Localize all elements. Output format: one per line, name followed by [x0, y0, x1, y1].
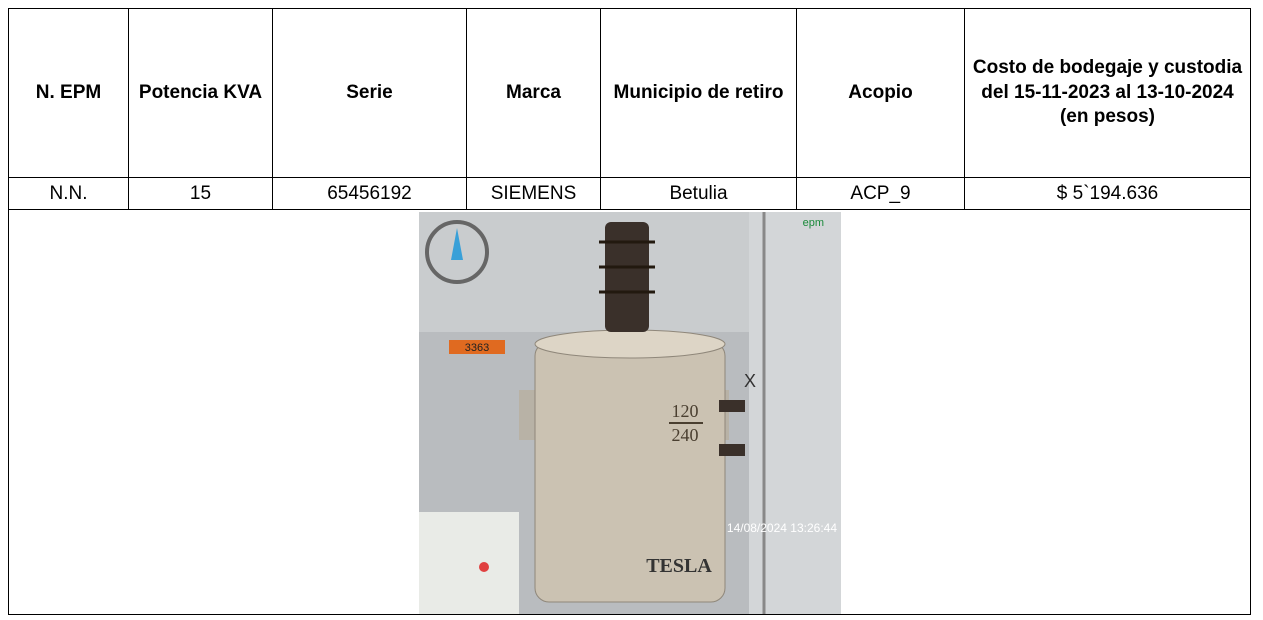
header-cell: Potencia KVA: [128, 8, 273, 178]
photo-row: 3363 epm X 120 240 TESLA 14/08/2024 13:2…: [8, 209, 1251, 615]
cell: N.N.: [8, 177, 129, 210]
lv-bushing: [718, 444, 745, 456]
bracket: [518, 390, 539, 440]
map-inset: [418, 512, 519, 614]
voltage-bottom: 240: [671, 425, 698, 445]
bushing: [604, 222, 649, 332]
header-cell: Municipio de retiro: [600, 8, 797, 178]
photo-cell: 3363 epm X 120 240 TESLA 14/08/2024 13:2…: [8, 209, 1251, 615]
compass-needle: [450, 228, 463, 260]
photo-mark: X: [744, 371, 756, 391]
cell: 65456192: [272, 177, 467, 210]
photo-logo: epm: [802, 217, 823, 229]
header-cell: N. EPM: [8, 8, 129, 178]
photo-brand: TESLA: [646, 555, 712, 577]
compass: [424, 220, 489, 284]
lv-bushing: [718, 400, 745, 412]
map-pin: [478, 562, 489, 572]
cell: $ 5`194.636: [964, 177, 1251, 210]
header-row: N. EPM Potencia KVA Serie Marca Municipi…: [8, 8, 1251, 178]
tank-lid: [534, 329, 725, 359]
tag: [448, 340, 505, 354]
data-table: N. EPM Potencia KVA Serie Marca Municipi…: [8, 8, 1251, 615]
cell: ACP_9: [796, 177, 965, 210]
header-cell: Costo de bodegaje y custodia del 15-11-2…: [964, 8, 1251, 178]
cell: Betulia: [600, 177, 797, 210]
cell: 15: [128, 177, 273, 210]
cell: SIEMENS: [466, 177, 601, 210]
data-row: N.N. 15 65456192 SIEMENS Betulia ACP_9 $…: [8, 177, 1251, 210]
tag-text: 3363: [464, 342, 488, 354]
bushing-sheds: [598, 240, 655, 294]
photo-timestamp: 14/08/2024 13:26:44: [726, 521, 836, 535]
voltage-top: 120: [671, 401, 698, 421]
transformer-photo: 3363 epm X 120 240 TESLA 14/08/2024 13:2…: [418, 212, 841, 614]
header-cell: Acopio: [796, 8, 965, 178]
header-cell: Marca: [466, 8, 601, 178]
header-cell: Serie: [272, 8, 467, 178]
